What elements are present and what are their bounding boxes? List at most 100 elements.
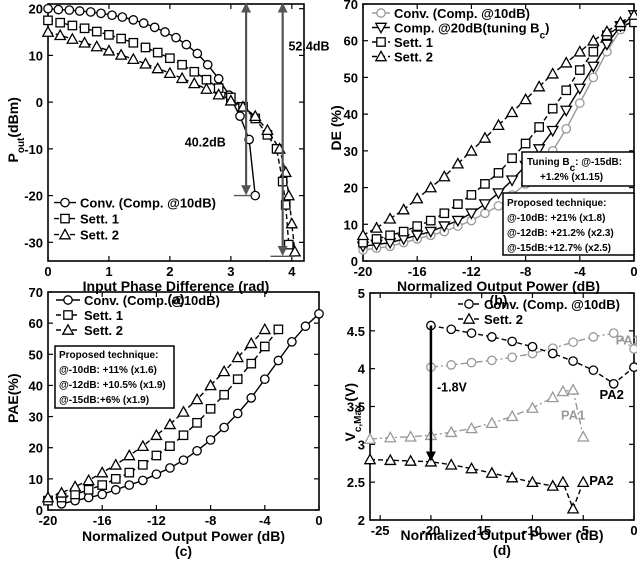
legend-label: Sett. 1 — [80, 212, 119, 227]
data-point — [363, 452, 377, 465]
y-tick-label: 2 — [358, 513, 365, 528]
panel-label: (b) — [490, 292, 508, 308]
y-tick-label: 50 — [344, 70, 358, 85]
data-point — [90, 39, 104, 52]
data-point — [466, 190, 477, 200]
data-point — [212, 88, 225, 100]
y-tick-label: 20 — [29, 2, 43, 17]
box-line: Proposed technique: — [59, 350, 158, 361]
data-point — [91, 26, 102, 37]
annotation-52dB: 52.4dB — [288, 40, 329, 54]
legend-label: Sett. 2 — [84, 323, 123, 338]
data-point — [246, 393, 257, 403]
label-pa1: PA1 — [561, 407, 585, 422]
panel-label: (c) — [175, 543, 192, 559]
data-point — [356, 228, 370, 241]
data-point — [485, 466, 499, 478]
data-point — [219, 422, 229, 433]
data-point — [110, 484, 121, 495]
data-point — [526, 401, 539, 413]
series-0 — [56, 308, 324, 509]
legend-label: Sett. 2 — [484, 312, 523, 327]
data-point — [493, 168, 504, 178]
legend-label: Conv. (Comp. @10dB) — [84, 293, 220, 308]
y-tick-label: 30 — [29, 410, 43, 425]
legend-label: Sett. 1 — [394, 35, 433, 50]
x-tick-label: -10 — [523, 523, 542, 538]
y-tick-label: 0 — [36, 503, 43, 518]
data-point — [437, 221, 451, 233]
legend-marker — [60, 213, 70, 224]
label-pa2: PA2 — [600, 387, 624, 402]
data-point — [465, 144, 478, 156]
data-point — [192, 445, 202, 456]
data-point — [219, 389, 229, 400]
y-tick-label: 70 — [344, 0, 358, 12]
data-point — [152, 47, 163, 58]
data-point — [534, 122, 545, 132]
data-point — [205, 435, 216, 445]
y-tick-label: -30 — [24, 235, 43, 250]
x-tick-label: -4 — [574, 264, 586, 279]
data-point — [231, 350, 245, 363]
data-point — [96, 8, 106, 19]
y-tick-label: 10 — [344, 217, 358, 232]
legend-label: Conv. (Comp. @10dB) — [394, 6, 530, 21]
data-point — [287, 336, 297, 347]
annotation-box-tuning: Tuning Bc: @-15dB:+1.2% (x1.15) — [521, 151, 635, 187]
y-tick-label: 30 — [344, 144, 358, 159]
data-point — [224, 94, 238, 106]
x-tick-label: 3 — [227, 264, 234, 279]
data-point — [160, 27, 170, 37]
x-tick-label: -16 — [93, 513, 112, 528]
data-point — [85, 7, 96, 17]
data-point — [410, 230, 424, 242]
data-point — [300, 321, 311, 332]
data-point — [371, 234, 382, 244]
data-point — [547, 348, 558, 359]
data-point — [398, 226, 409, 237]
data-point — [140, 42, 151, 53]
x-axis-label: Normalized Output Power (dB) — [397, 278, 600, 294]
y-tick-label: 60 — [29, 316, 43, 331]
y-tick-label: 10 — [29, 48, 43, 63]
data-point — [561, 85, 572, 96]
data-point — [282, 189, 296, 201]
data-point — [485, 416, 499, 428]
data-point — [53, 4, 64, 15]
data-point — [614, 15, 627, 28]
data-point — [114, 48, 128, 60]
x-tick-label: -5 — [577, 523, 589, 538]
x-tick-label: -20 — [354, 264, 373, 279]
data-point — [68, 480, 82, 492]
data-point — [451, 215, 465, 228]
data-point — [187, 76, 201, 89]
box-line: @-12dB: +21.2% (x2.3) — [507, 228, 614, 239]
data-point — [259, 341, 270, 352]
plot-frame — [362, 3, 635, 262]
data-point — [244, 336, 258, 349]
y-tick-label: 40 — [344, 107, 358, 122]
data-point — [588, 365, 599, 376]
data-point — [285, 217, 299, 229]
data-point — [556, 475, 570, 488]
data-point — [192, 48, 203, 59]
x-tick-label: 0 — [44, 264, 51, 279]
data-point — [149, 22, 160, 33]
data-point — [385, 230, 395, 241]
data-point — [102, 44, 116, 56]
data-point — [204, 378, 217, 391]
data-point — [493, 201, 504, 211]
x-tick-label: -20 — [39, 513, 58, 528]
data-point — [163, 66, 177, 79]
data-point — [568, 356, 578, 366]
data-point — [181, 39, 192, 50]
box-frame — [502, 192, 635, 256]
data-point — [150, 428, 163, 441]
data-point — [138, 475, 148, 486]
data-point — [363, 432, 377, 444]
data-point — [43, 15, 53, 26]
data-point — [232, 374, 243, 385]
data-point — [600, 24, 614, 37]
